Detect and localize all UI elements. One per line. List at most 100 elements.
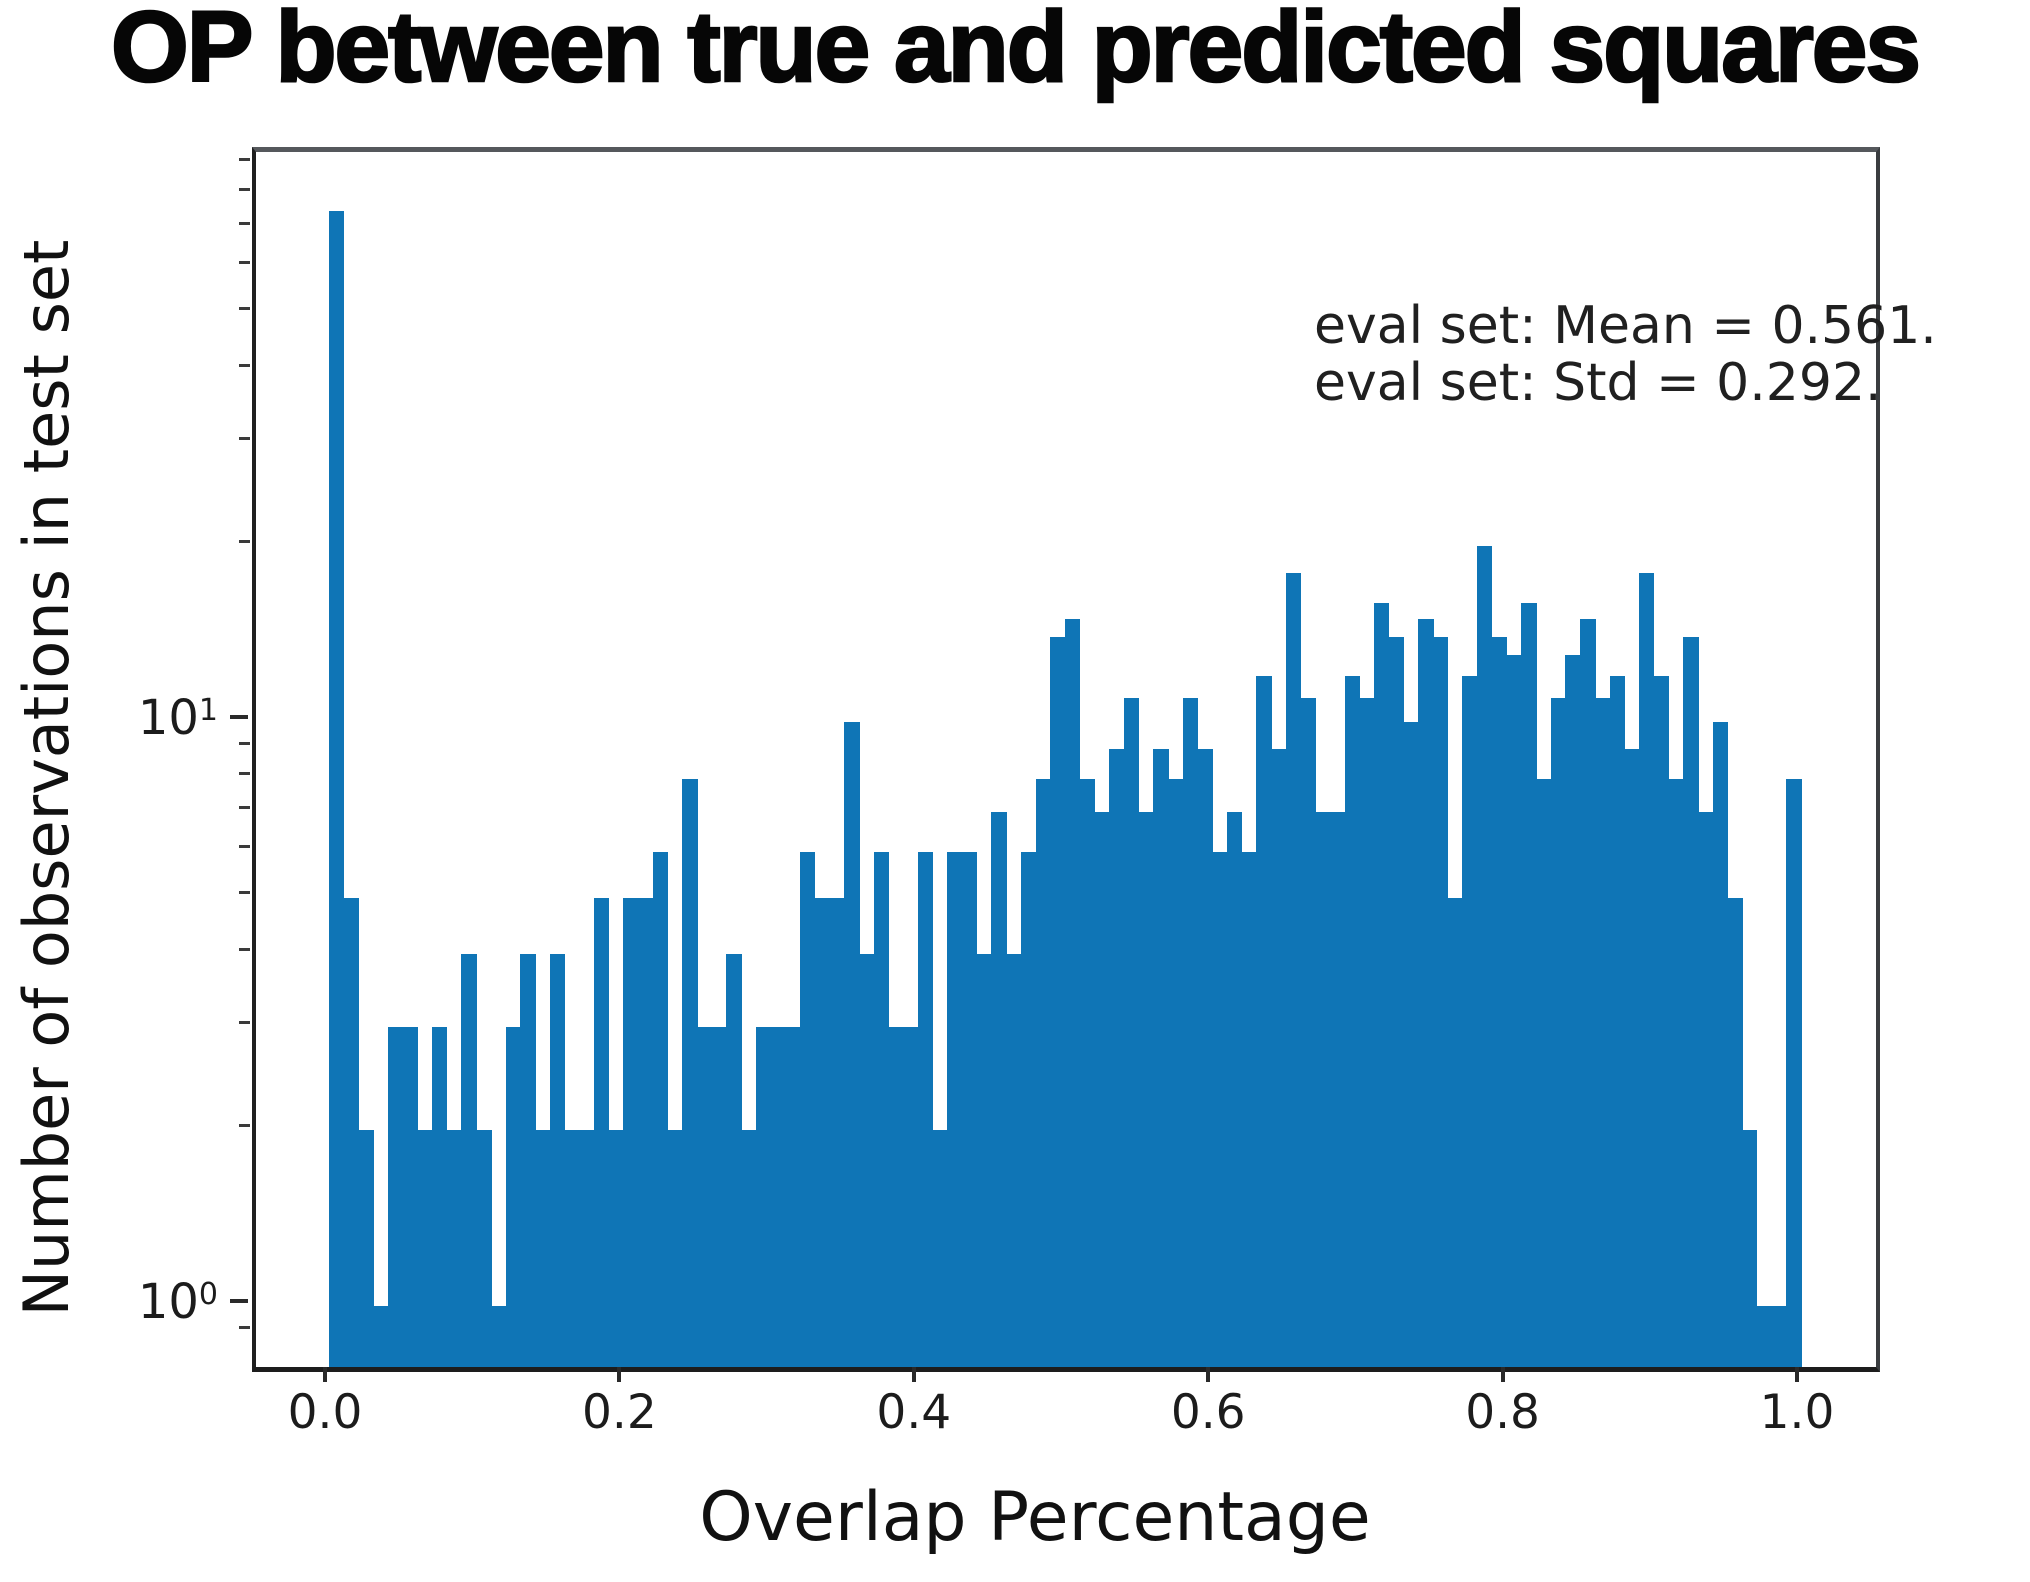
histogram-bar (1329, 812, 1346, 1367)
histogram-bar (1123, 697, 1140, 1367)
histogram-bar (1580, 619, 1596, 1367)
histogram-bar (535, 1130, 551, 1367)
histogram-bar (1226, 812, 1243, 1367)
y-minor-tick (239, 221, 250, 225)
histogram-bar (1300, 697, 1316, 1367)
histogram-bar (373, 1306, 389, 1367)
histogram-bar (1565, 655, 1581, 1367)
histogram-bar (638, 897, 654, 1367)
y-major-tick (230, 1299, 248, 1303)
x-tick-label: 0.2 (582, 1385, 657, 1440)
histogram-bar (358, 1130, 374, 1367)
histogram-bar (1433, 636, 1449, 1367)
histogram-bar (858, 954, 875, 1367)
histogram-bar (800, 851, 816, 1367)
y-minor-tick (239, 188, 250, 192)
y-minor-tick (239, 1020, 250, 1024)
stats-annotation: eval set: Mean = 0.561. eval set: Std = … (1314, 298, 1937, 412)
histogram-bar (1491, 636, 1508, 1367)
x-tick (1795, 1367, 1799, 1382)
histogram-bar (1668, 778, 1684, 1367)
y-minor-tick (239, 261, 250, 265)
histogram-bar (814, 897, 831, 1367)
histogram-bar (947, 851, 963, 1367)
histogram-bar (387, 1027, 404, 1367)
histogram-bar (1212, 851, 1228, 1367)
histogram-bar (1241, 851, 1257, 1367)
histogram-bar (1712, 722, 1728, 1367)
y-tick-label: 101 (137, 690, 218, 746)
histogram-bar (1521, 602, 1537, 1367)
histogram-bar (785, 1027, 801, 1367)
histogram-bar (593, 897, 610, 1367)
histogram-bar (1477, 546, 1493, 1367)
histogram-bar (520, 954, 536, 1367)
histogram-bar (1006, 954, 1022, 1367)
histogram-bar (446, 1130, 463, 1367)
x-axis-title: Overlap Percentage (699, 1478, 1371, 1557)
histogram-bar (1550, 697, 1567, 1367)
y-minor-tick (239, 805, 250, 809)
x-tick (911, 1367, 916, 1382)
y-minor-tick (239, 307, 250, 311)
histogram-bar (1344, 675, 1360, 1367)
histogram-bar (1727, 897, 1743, 1367)
histogram-bar (697, 1027, 713, 1367)
y-minor-tick (239, 891, 250, 895)
histogram-bar (1271, 748, 1287, 1367)
histogram-bar (461, 954, 477, 1367)
histogram-bar (1536, 778, 1552, 1367)
histogram-bar (432, 1027, 448, 1367)
histogram-bar (682, 778, 698, 1367)
histogram-bar (1418, 619, 1434, 1367)
x-tick-label: 0.0 (287, 1385, 363, 1440)
histogram-bar (1462, 675, 1478, 1367)
y-minor-tick (239, 158, 250, 162)
histogram-bar (770, 1027, 786, 1367)
x-tick (323, 1367, 327, 1382)
y-minor-tick (239, 845, 250, 849)
histogram-bar (1138, 812, 1154, 1367)
x-tick-label: 1.0 (1759, 1385, 1835, 1440)
y-minor-tick (239, 539, 250, 543)
x-tick (1500, 1367, 1505, 1382)
histogram-bar (1653, 675, 1670, 1367)
y-minor-tick (239, 742, 250, 746)
histogram-bar (1050, 636, 1066, 1367)
histogram-bar (1359, 697, 1375, 1367)
histogram-bar (1683, 636, 1699, 1367)
histogram-bar (844, 722, 860, 1367)
histogram-bar (623, 897, 639, 1367)
histogram-bar (1624, 748, 1640, 1367)
plot-area: eval set: Mean = 0.561. eval set: Std = … (252, 147, 1937, 1372)
histogram-bar (1109, 748, 1125, 1367)
x-tick-label: 0.6 (1170, 1385, 1246, 1440)
histogram-bar (903, 1027, 919, 1367)
histogram-bar (829, 897, 845, 1367)
histogram-bar (1256, 675, 1272, 1367)
y-minor-tick (239, 947, 250, 951)
y-axis-title: Number of observations in test set (10, 239, 83, 1317)
histogram-bar (755, 1027, 772, 1367)
y-minor-tick (239, 363, 250, 367)
histogram-bar (976, 954, 992, 1367)
histogram-bar (476, 1130, 492, 1367)
histogram-bar (888, 1027, 904, 1367)
histogram-bar (1506, 655, 1522, 1367)
histogram-bar (1388, 636, 1405, 1367)
histogram-bar (1403, 722, 1419, 1367)
histogram-bar (490, 1306, 507, 1367)
histogram-bar (329, 210, 345, 1367)
histogram-bar (1153, 748, 1169, 1367)
histogram-bar (741, 1130, 757, 1367)
histogram-bar (873, 851, 889, 1367)
y-tick-label: 100 (137, 1274, 218, 1330)
x-tick-label: 0.8 (1465, 1385, 1540, 1440)
histogram-bar (549, 954, 566, 1367)
histogram-bar (1786, 778, 1802, 1367)
histogram-bar (1374, 602, 1390, 1367)
histogram-bar (1771, 1306, 1787, 1367)
histogram-bar (505, 1027, 521, 1367)
x-tick (617, 1367, 622, 1382)
